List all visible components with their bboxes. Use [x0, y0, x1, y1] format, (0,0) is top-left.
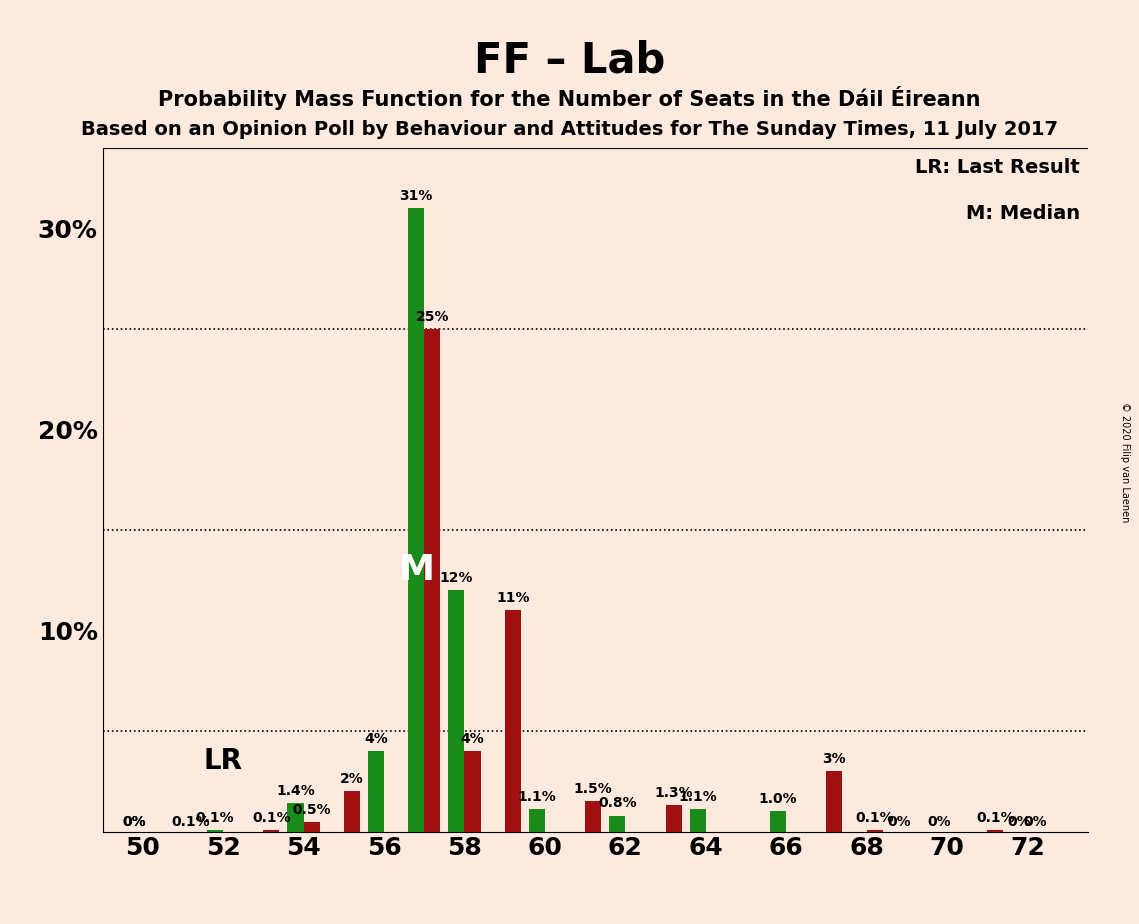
Text: 1.3%: 1.3% — [654, 786, 693, 800]
Text: 0%: 0% — [1008, 815, 1031, 829]
Bar — [585, 801, 601, 832]
Text: 0.8%: 0.8% — [598, 796, 637, 810]
Bar — [988, 830, 1003, 832]
Bar — [465, 751, 481, 832]
Bar — [408, 208, 424, 832]
Text: 0.1%: 0.1% — [172, 815, 211, 829]
Text: 1.5%: 1.5% — [574, 783, 613, 796]
Text: LR: LR — [203, 748, 243, 775]
Bar — [528, 809, 544, 832]
Bar — [263, 830, 279, 832]
Bar — [689, 809, 706, 832]
Text: 1.4%: 1.4% — [276, 784, 314, 798]
Bar — [287, 804, 304, 832]
Bar — [207, 830, 223, 832]
Text: 0.1%: 0.1% — [976, 810, 1015, 824]
Text: 0.1%: 0.1% — [855, 810, 894, 824]
Text: 25%: 25% — [416, 310, 449, 323]
Text: M: M — [399, 553, 434, 587]
Text: Probability Mass Function for the Number of Seats in the Dáil Éireann: Probability Mass Function for the Number… — [158, 86, 981, 110]
Text: FF – Lab: FF – Lab — [474, 40, 665, 81]
Text: 0.5%: 0.5% — [293, 803, 331, 817]
Text: 31%: 31% — [400, 189, 433, 203]
Text: M: Median: M: Median — [966, 204, 1080, 224]
Bar — [344, 791, 360, 832]
Text: 2%: 2% — [339, 772, 363, 786]
Bar — [867, 830, 883, 832]
Bar — [449, 590, 465, 832]
Bar — [424, 329, 441, 832]
Bar — [609, 816, 625, 832]
Text: LR: Last Result: LR: Last Result — [915, 158, 1080, 176]
Text: 12%: 12% — [440, 571, 473, 585]
Bar — [770, 811, 786, 832]
Text: 0%: 0% — [123, 815, 147, 829]
Text: 11%: 11% — [495, 591, 530, 605]
Text: 1.1%: 1.1% — [517, 790, 556, 805]
Text: 0%: 0% — [927, 815, 951, 829]
Bar — [368, 751, 384, 832]
Bar — [665, 806, 681, 832]
Text: 0%: 0% — [123, 815, 147, 829]
Text: 4%: 4% — [460, 732, 484, 747]
Bar — [827, 772, 843, 832]
Text: Based on an Opinion Poll by Behaviour and Attitudes for The Sunday Times, 11 Jul: Based on an Opinion Poll by Behaviour an… — [81, 120, 1058, 140]
Text: 3%: 3% — [822, 752, 846, 766]
Text: 0.1%: 0.1% — [252, 810, 290, 824]
Text: 0%: 0% — [1024, 815, 1047, 829]
Text: 1.0%: 1.0% — [759, 793, 797, 807]
Text: 0.1%: 0.1% — [196, 810, 235, 824]
Text: 0%: 0% — [887, 815, 910, 829]
Bar — [304, 821, 320, 832]
Text: 4%: 4% — [364, 732, 388, 747]
Bar — [505, 611, 521, 832]
Text: 1.1%: 1.1% — [679, 790, 718, 805]
Text: © 2020 Filip van Laenen: © 2020 Filip van Laenen — [1121, 402, 1130, 522]
